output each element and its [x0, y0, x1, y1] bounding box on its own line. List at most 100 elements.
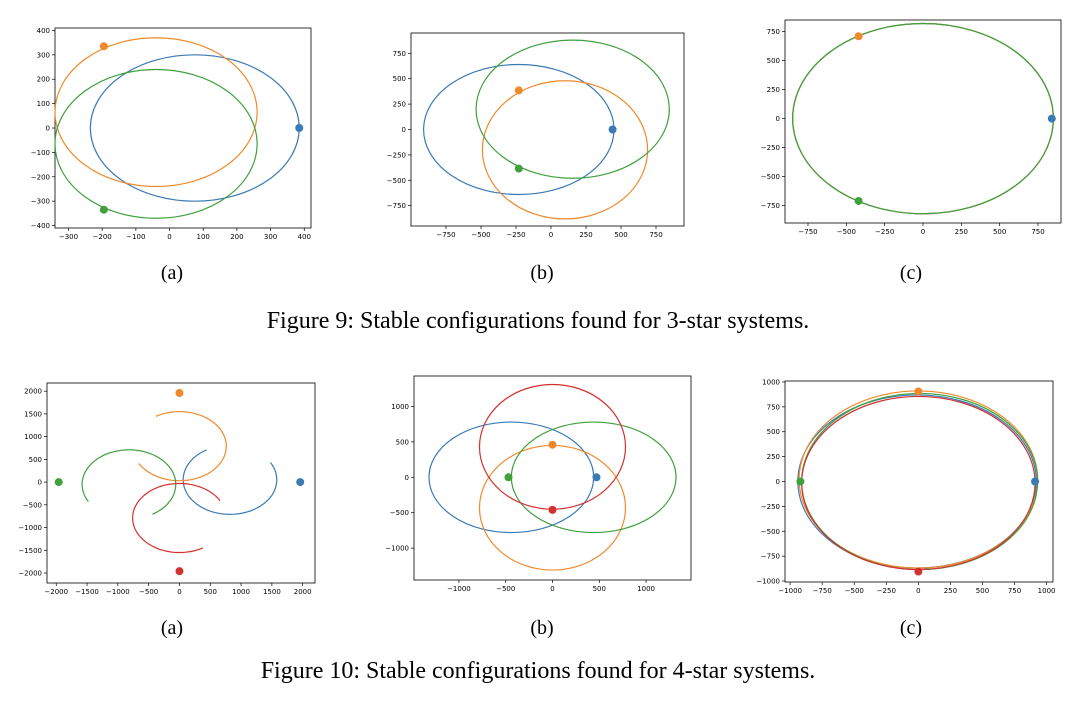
y-tick-label: 0 [776, 478, 780, 486]
y-tick-label: 0 [405, 474, 409, 482]
x-tick-label: 0 [550, 585, 554, 593]
y-tick-label: −500 [761, 173, 780, 181]
star-blue [592, 473, 601, 482]
x-tick-label: 100 [197, 233, 210, 241]
orbit-green [475, 39, 670, 179]
sublabel-fig10a: (a) [160, 617, 184, 639]
x-tick-label: −750 [798, 228, 817, 236]
star-orange [514, 86, 523, 95]
axes-frame [413, 375, 692, 581]
y-tick-label: 250 [393, 101, 406, 109]
y-tick-label: 500 [396, 438, 409, 446]
y-tick-label: 0 [776, 115, 780, 123]
star-blue [608, 125, 617, 134]
x-tick-label: 500 [593, 585, 606, 593]
trajectory-red [132, 482, 221, 554]
x-tick-label: 750 [1008, 587, 1021, 595]
y-tick-label: −750 [387, 202, 406, 210]
sublabel-fig9b: (b) [530, 262, 554, 284]
star-green [514, 164, 523, 173]
orbit-green [792, 22, 1054, 215]
y-tick-label: 750 [767, 28, 780, 36]
trajectory-green [81, 449, 177, 515]
y-tick-label: −1500 [18, 547, 42, 555]
orbit-orange [798, 390, 1039, 569]
axes-frame [46, 382, 316, 584]
sublabel-fig10c: (c) [899, 617, 923, 639]
y-tick-label: 1000 [24, 433, 42, 441]
plot-fig9b: −750 −500 −250 0 250 500 750 −750 −500 −250 0 250 50… [387, 32, 685, 239]
x-tick-label: −300 [59, 233, 78, 241]
star-blue [296, 478, 305, 487]
x-tick-label: −1000 [106, 588, 130, 596]
plot-fig9c: −750 −500 −250 0 250 500 750 −750 −500 −250 0 250 50… [761, 19, 1062, 236]
y-tick-label: −500 [23, 501, 42, 509]
x-tick-label: −250 [506, 231, 525, 239]
x-tick-label: −200 [93, 233, 112, 241]
star-orange [548, 440, 557, 449]
x-tick-label: 400 [298, 233, 311, 241]
chart-fig10b: −1000 −500 0 500 1000 −1000 −500 0 500 1000 [385, 375, 692, 593]
star-green [796, 477, 805, 486]
trajectory-blue [182, 449, 278, 516]
trajectory-orange [138, 410, 227, 482]
x-tick-label: 500 [976, 587, 989, 595]
star-green [854, 196, 863, 205]
x-tick-label: 0 [921, 228, 925, 236]
y-tick-label: −400 [31, 222, 50, 230]
y-tick-label: −1000 [385, 545, 409, 553]
plot-area [423, 39, 670, 220]
x-tick-label: 500 [204, 588, 217, 596]
orbit-blue [423, 63, 615, 196]
star-red [548, 505, 557, 514]
star-blue [1047, 114, 1056, 123]
sublabel-fig9c: (c) [899, 262, 923, 284]
orbit-orange [481, 80, 649, 220]
y-tick-label: 750 [767, 403, 780, 411]
x-tick-label: 0 [549, 231, 553, 239]
x-tick-label: 1500 [263, 588, 281, 596]
y-tick-label: 0 [402, 126, 406, 134]
plot-fig9a: −300 −200 −100 0 100 200 300 400 −400 −300 −200 −10… [31, 27, 312, 241]
x-tick-label: 0 [177, 588, 181, 596]
chart-fig10a: −2000 −1500 −1000 −500 0 500 1000 1500 2000 −2000… [18, 382, 316, 596]
sublabel-fig10b: (b) [530, 617, 554, 639]
y-tick-label: 750 [393, 50, 406, 58]
orbit-blue [792, 22, 1054, 215]
plot-area [54, 389, 305, 576]
x-tick-label: 250 [955, 228, 968, 236]
x-tick-label: −1500 [75, 588, 99, 596]
chart-fig9c: −750 −500 −250 0 250 500 750 −750 −500 −250 0 250 50… [761, 19, 1062, 236]
y-tick-label: 1000 [391, 403, 409, 411]
x-tick-label: 300 [264, 233, 277, 241]
y-tick-label: 250 [767, 86, 780, 94]
sublabel-fig9a: (a) [160, 262, 184, 284]
y-tick-label: 250 [767, 453, 780, 461]
x-tick-label: −500 [845, 587, 864, 595]
star-orange [175, 389, 184, 397]
orbit-green [54, 68, 258, 219]
star-red [175, 567, 184, 576]
x-tick-label: −500 [471, 231, 490, 239]
x-tick-label: −500 [837, 228, 856, 236]
x-tick-label: −100 [126, 233, 145, 241]
x-tick-label: −2000 [44, 588, 68, 596]
y-tick-label: −500 [387, 177, 406, 185]
plot-area [428, 383, 677, 571]
x-tick-label: −750 [813, 587, 832, 595]
y-tick-label: −1000 [756, 578, 780, 586]
chart-fig9b: −750 −500 −250 0 250 500 750 −750 −500 −250 0 250 50… [387, 32, 685, 239]
star-orange [854, 32, 863, 41]
y-tick-label: −200 [31, 173, 50, 181]
y-tick-label: −300 [31, 198, 50, 206]
x-tick-label: 1000 [1038, 587, 1056, 595]
y-tick-label: −1000 [18, 524, 42, 532]
star-green [504, 473, 513, 482]
x-tick-label: −1000 [778, 587, 802, 595]
y-tick-label: −500 [761, 528, 780, 536]
x-tick-label: 250 [944, 587, 957, 595]
orbit-orange [792, 22, 1054, 215]
y-tick-label: 400 [37, 27, 50, 35]
star-orange [99, 42, 108, 51]
x-tick-label: 2000 [294, 588, 312, 596]
